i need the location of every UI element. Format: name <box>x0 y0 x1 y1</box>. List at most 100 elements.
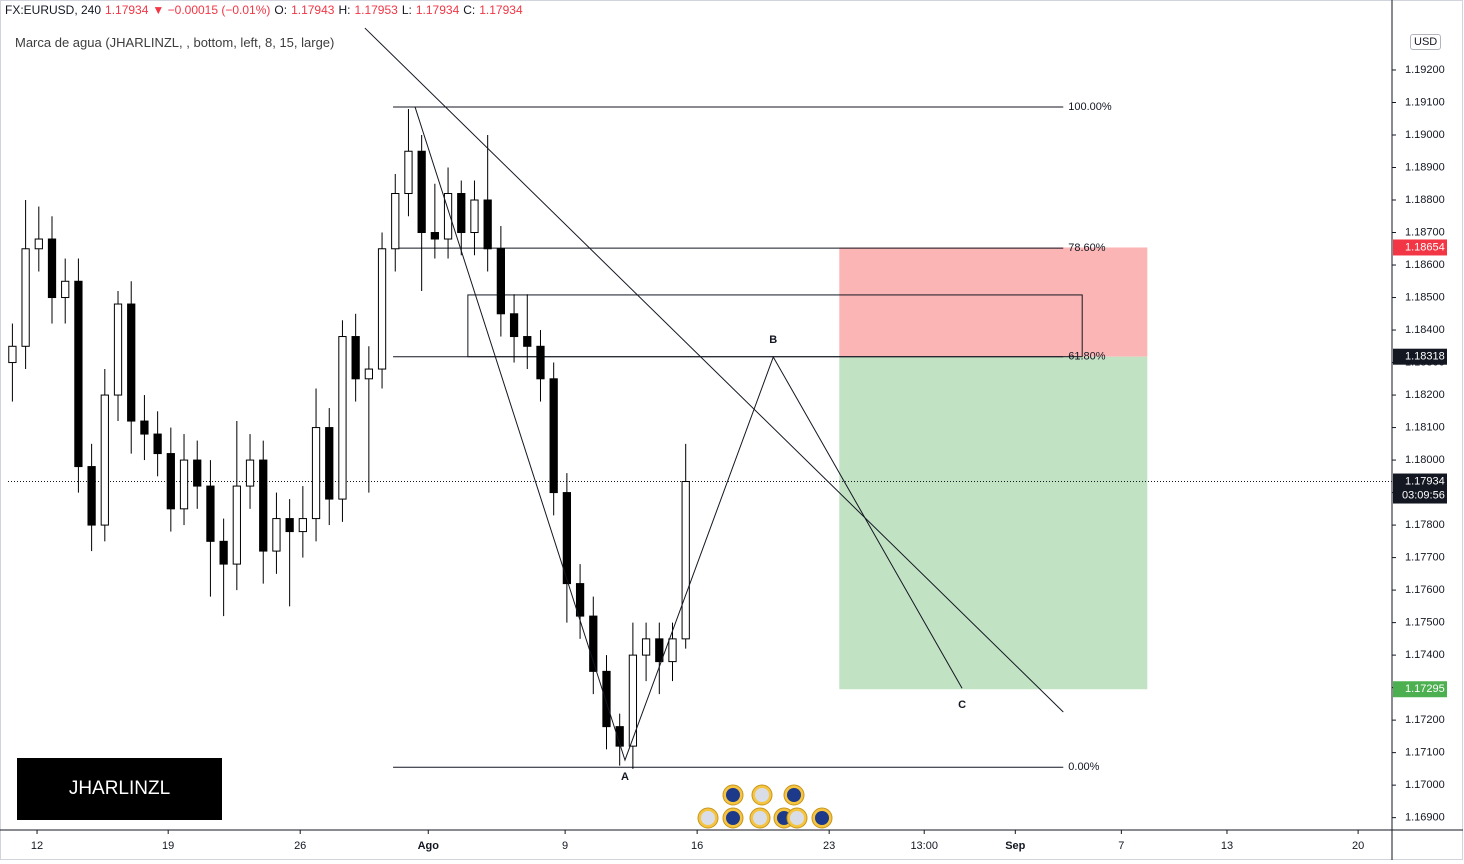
ohlc-value: 1.17934 <box>479 3 523 17</box>
candle-body <box>562 492 572 585</box>
stop-zone <box>839 247 1148 357</box>
candle-body <box>338 336 347 500</box>
y-tick-label: 1.18600 <box>1405 259 1445 271</box>
candle-body <box>681 481 690 640</box>
symbol-header: FX:EURUSD, 240 1.17934 ▼ −0.00015 (−0.01%)… <box>5 3 527 17</box>
candle-body <box>285 518 294 533</box>
event-icon-inner <box>755 788 769 802</box>
candle-body <box>575 583 585 617</box>
candle-body <box>364 368 373 380</box>
candle-body <box>74 280 83 468</box>
candle-body <box>549 378 558 494</box>
candle-body <box>404 150 413 195</box>
price-badge-label: 1.18654 <box>1405 241 1445 253</box>
candle-body <box>311 427 321 520</box>
x-tick-label: Ago <box>418 840 440 852</box>
last-price: 1.17934 <box>105 3 149 17</box>
candle-body <box>232 485 241 565</box>
trendline <box>364 27 1064 713</box>
y-tick-label: 1.18000 <box>1405 454 1445 466</box>
y-tick-label: 1.19000 <box>1405 129 1445 141</box>
y-tick-label: 1.19100 <box>1405 96 1445 108</box>
candle-body <box>602 670 611 728</box>
price-badge-label: 1.18318 <box>1405 351 1445 363</box>
y-tick-label: 1.17100 <box>1405 747 1445 759</box>
event-icon-inner <box>753 811 767 825</box>
y-tick-label: 1.17800 <box>1405 519 1445 531</box>
x-tick-label: 13 <box>1221 840 1233 852</box>
candle-body <box>483 199 492 250</box>
price-badge-label: 1.17934 <box>1405 475 1445 487</box>
candle-body <box>193 459 202 487</box>
candle-body <box>509 313 519 338</box>
candle-body <box>47 238 57 299</box>
countdown: 03:09:56 <box>1402 489 1445 501</box>
event-icon-inner <box>790 811 804 825</box>
candle-body <box>8 345 17 364</box>
price-badge <box>1393 681 1447 698</box>
price-badge-label: 1.17295 <box>1405 683 1445 695</box>
x-tick-label: 7 <box>1118 840 1124 852</box>
x-tick-label: 19 <box>162 840 174 852</box>
y-tick-label: 1.18100 <box>1405 421 1445 433</box>
candle-body <box>166 453 175 510</box>
candle-body <box>61 280 70 299</box>
symbol[interactable]: FX:EURUSD, 240 <box>5 3 102 17</box>
event-icon-inner <box>726 788 740 802</box>
candle-body <box>457 193 466 234</box>
candle-body <box>668 638 677 663</box>
candle-body <box>179 459 189 510</box>
ohlc-label: C: <box>463 3 476 17</box>
price-badge <box>1393 473 1447 504</box>
candle-body <box>443 193 453 240</box>
event-icon-inner <box>726 811 740 825</box>
y-tick-label: 1.18800 <box>1405 194 1445 206</box>
candle-body <box>523 336 532 347</box>
y-tick-label: 1.18700 <box>1405 226 1445 238</box>
x-tick-label: 13:00 <box>910 840 938 852</box>
zone-rectangle <box>467 294 1083 358</box>
ohlc-value: 1.17934 <box>415 3 460 17</box>
candle-body <box>655 638 664 663</box>
y-tick-label: 1.17700 <box>1405 551 1445 563</box>
ohlc-label: L: <box>401 3 412 17</box>
y-tick-label: 1.18900 <box>1405 161 1445 173</box>
change: ▼ −0.00015 (−0.01%) <box>152 3 271 17</box>
event-icon-inner <box>787 788 801 802</box>
x-tick-label: Sep <box>1005 840 1025 852</box>
y-tick-label: 1.17500 <box>1405 617 1445 629</box>
candle-body <box>245 459 255 487</box>
y-tick-label: 1.16900 <box>1405 812 1445 824</box>
candle-body <box>21 248 30 347</box>
candle-body <box>298 518 307 533</box>
watermark-note: Marca de agua (JHARLINZL, , bottom, left… <box>15 35 335 50</box>
event-icon-inner <box>701 811 715 825</box>
candle-body <box>206 485 215 542</box>
ohlc-label: H: <box>338 3 351 17</box>
candle-body <box>127 303 136 422</box>
candle-body <box>34 238 43 250</box>
candle-body <box>153 433 162 455</box>
x-tick-label: 20 <box>1352 840 1364 852</box>
fib-label: 61.80% <box>1068 351 1106 363</box>
pattern-label: C <box>958 699 966 711</box>
y-tick-label: 1.17600 <box>1405 584 1445 596</box>
x-tick-label: 26 <box>294 840 306 852</box>
candle-body <box>470 199 479 234</box>
watermark: JHARLINZL <box>17 758 222 820</box>
ohlc-label: O: <box>274 3 288 17</box>
candle-body <box>377 248 387 370</box>
currency-button[interactable]: USD <box>1410 34 1442 50</box>
candle-body <box>87 466 96 526</box>
candle-body <box>589 615 598 672</box>
ohlc-value: 1.17953 <box>354 3 398 17</box>
candle-body <box>615 726 624 747</box>
candle-body <box>325 427 334 500</box>
candle-body <box>100 394 109 526</box>
pattern-label: B <box>769 334 777 346</box>
fib-label: 78.60% <box>1068 242 1106 254</box>
price-badge <box>1393 348 1447 365</box>
candle-body <box>113 303 123 396</box>
y-tick-label: 1.17400 <box>1405 649 1445 661</box>
